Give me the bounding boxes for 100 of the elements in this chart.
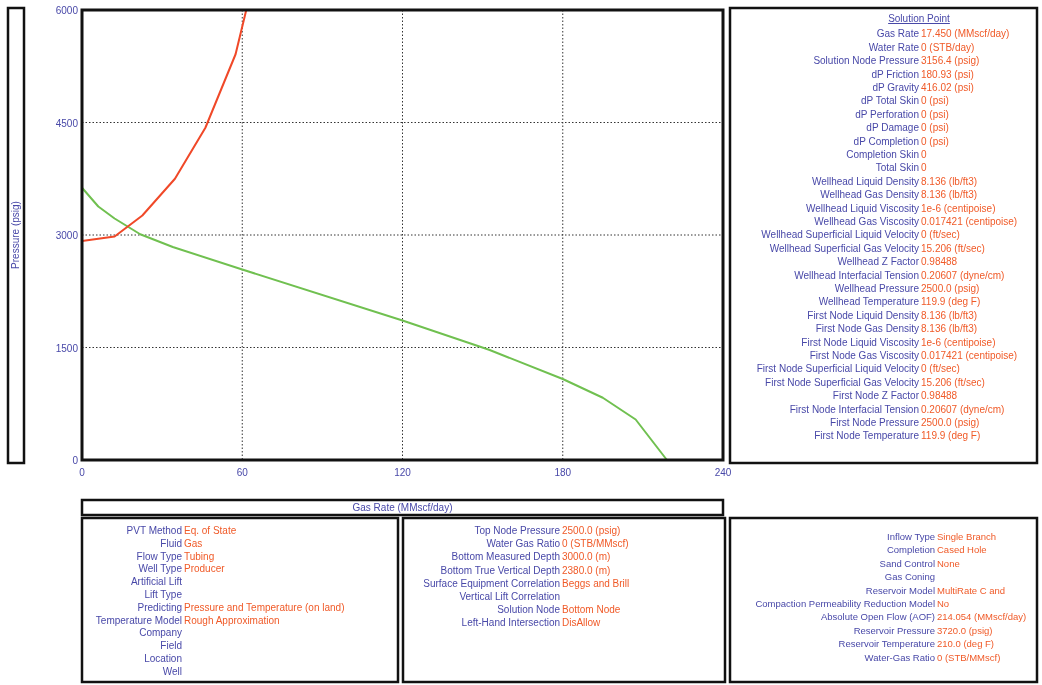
category-label: Vertical Lift Correlation — [459, 591, 560, 602]
category-label: dP Friction — [871, 68, 919, 80]
text: 0 (ft/sec) — [921, 229, 960, 241]
category-label: Inflow Type — [887, 531, 935, 542]
category-label: Wellhead Liquid Viscosity — [805, 202, 919, 214]
category-label: First Node Interfacial Tension — [789, 403, 919, 415]
y-tick-label: 1500 — [55, 342, 79, 354]
text: 416.02 (psi) — [921, 82, 974, 93]
text: Producer — [184, 563, 225, 575]
category-label: PVT Method — [126, 525, 182, 536]
text: 1e-6 (centipoise) — [921, 336, 996, 348]
text: 3000.0 (m) — [562, 551, 611, 563]
category-label: Reservoir Model — [865, 584, 935, 596]
category-label: Wellhead Temperature — [818, 296, 920, 308]
category-label: Compaction Permeability Reduction Model — [755, 598, 935, 609]
text: 8.136 (lb/ft3) — [921, 175, 978, 187]
category-label: Water-Gas Ratio — [864, 651, 935, 663]
text: Beggs and Brill — [562, 577, 630, 589]
category-label: Gas Coning — [884, 571, 935, 583]
text: 0 (psi) — [921, 95, 949, 107]
category-label: Left-Hand Intersection — [461, 617, 560, 629]
x-tick-label: 180 — [554, 467, 572, 478]
text: 0 (STB/day) — [921, 41, 975, 53]
text: 8.136 (lb/ft3) — [921, 323, 978, 335]
text: None — [937, 557, 960, 569]
text: 0.20607 (dyne/cm) — [921, 269, 1005, 281]
category-label: Wellhead Liquid Density — [811, 175, 919, 187]
text: 15.206 (ft/sec) — [921, 242, 985, 254]
text: Gas — [184, 537, 203, 549]
text: 8.136 (lb/ft3) — [921, 189, 978, 201]
text: 0 (psi) — [921, 122, 949, 134]
text: Single Branch — [937, 531, 997, 542]
category-label: First Node Liquid Viscosity — [801, 336, 919, 348]
category-label: Wellhead Gas Density — [820, 189, 919, 201]
category-label: Total Skin — [875, 162, 919, 174]
category-label: Top Node Pressure — [474, 525, 561, 536]
category-label: Sand Control — [879, 557, 935, 569]
text: Eq. of State — [184, 525, 237, 536]
line-series — [81, 186, 668, 461]
category-label: Temperature Model — [95, 614, 182, 626]
text: MultiRate C and — [937, 584, 1006, 596]
text: 8.136 (lb/ft3) — [921, 309, 978, 321]
text: Pressure and Temperature (on land) — [184, 601, 345, 613]
category-label: First Node Temperature — [814, 430, 920, 442]
text: 0 (STB/MMscf) — [562, 538, 629, 550]
category-label: dP Perforation — [855, 108, 919, 120]
category-label: Reservoir Temperature — [838, 638, 935, 650]
text: 180.93 (psi) — [921, 68, 974, 80]
text: 3156.4 (psig) — [921, 55, 980, 67]
text: 1e-6 (centipoise) — [921, 202, 996, 214]
category-label: Well — [162, 665, 182, 677]
x-tick-label: 60 — [236, 467, 249, 478]
y-tick-label: 3000 — [55, 230, 79, 241]
category-label: Reservoir Pressure — [853, 624, 935, 636]
text: 2500.0 (psig) — [921, 283, 980, 294]
category-label: Completion Skin — [846, 149, 919, 160]
category-label: Wellhead Gas Viscosity — [814, 216, 919, 227]
y-axis-title: Pressure (psig) — [10, 201, 21, 269]
text: 0 (psi) — [921, 135, 949, 147]
category-label: Solution Node — [497, 604, 561, 616]
category-label: Water Rate — [868, 41, 920, 53]
category-label: First Node Z Factor — [832, 390, 920, 402]
category-label: First Node Gas Viscosity — [809, 350, 919, 361]
y-tick-label: 6000 — [55, 5, 79, 16]
category-label: Solution Node Pressure — [813, 55, 920, 67]
category-label: Fluid — [160, 537, 182, 549]
text: 0 — [921, 149, 927, 160]
x-tick-label: 120 — [394, 467, 412, 478]
x-tick-label: 0 — [79, 467, 86, 478]
y-tick-label: 0 — [72, 455, 79, 466]
category-label: dP Completion — [853, 135, 919, 147]
text: 15.206 (ft/sec) — [921, 376, 985, 388]
category-label: Well Type — [138, 563, 183, 575]
text: Bottom Node — [562, 604, 621, 616]
category-label: First Node Pressure — [830, 417, 920, 428]
text: 0.017421 (centipoise) — [921, 216, 1018, 227]
text: 2380.0 (m) — [562, 564, 611, 576]
text: Solution Point — [888, 13, 951, 24]
category-label: Wellhead Superficial Liquid Velocity — [761, 229, 919, 241]
line-series — [81, 9, 248, 242]
category-label: dP Gravity — [872, 82, 919, 93]
category-label: Gas Rate — [876, 28, 920, 40]
category-label: dP Damage — [866, 122, 920, 134]
text: 17.450 (MMscf/day) — [921, 28, 1010, 40]
text: 0 (ft/sec) — [921, 363, 960, 375]
text: No — [937, 598, 950, 609]
x-axis-title: Gas Rate (MMscf/day) — [352, 502, 453, 513]
category-label: Bottom True Vertical Depth — [440, 564, 560, 576]
text: 119.9 (deg F) — [921, 296, 981, 308]
text: 119.9 (deg F) — [921, 430, 981, 442]
category-label: Company — [139, 627, 182, 639]
category-label: Completion — [886, 544, 935, 556]
category-label: First Node Superficial Gas Velocity — [765, 376, 919, 388]
text: Cased Hole — [937, 544, 987, 556]
category-label: Surface Equipment Correlation — [423, 577, 560, 589]
category-label: First Node Gas Density — [815, 323, 919, 335]
category-label: Absolute Open Flow (AOF) — [820, 611, 935, 623]
category-label: Water Gas Ratio — [486, 538, 561, 550]
category-label: Bottom Measured Depth — [451, 551, 560, 563]
category-label: Predicting — [137, 601, 182, 613]
